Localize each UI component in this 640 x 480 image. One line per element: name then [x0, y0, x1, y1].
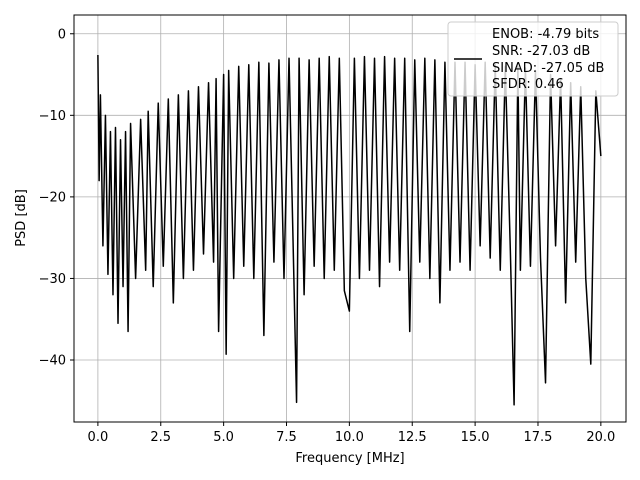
x-tick-label: 7.5 [276, 430, 297, 445]
x-tick-label: 5.0 [213, 430, 234, 445]
y-axis-ticks: 0 −10 −20 −30 −40 [39, 27, 74, 369]
x-tick-label: 20.0 [586, 430, 615, 445]
x-tick-label: 2.5 [150, 430, 171, 445]
x-tick-label: 17.5 [524, 430, 553, 445]
psd-series-line [97, 54, 602, 406]
x-axis-label: Frequency [MHz] [295, 451, 404, 466]
legend-entry-enob: ENOB: -4.79 bits [492, 27, 599, 42]
x-axis-ticks: 0.0 2.5 5.0 7.5 10.0 12.5 15.0 17.5 20.0 [88, 422, 615, 445]
legend-entry-snr: SNR: -27.03 dB [492, 44, 590, 59]
y-tick-label: −40 [39, 354, 66, 369]
legend: ENOB: -4.79 bits SNR: -27.03 dB SINAD: -… [447, 21, 619, 97]
legend-entry-sfdr: SFDR: 0.46 [492, 77, 564, 92]
legend-entry-sinad: SINAD: -27.05 dB [492, 61, 604, 76]
plot-area [97, 54, 602, 406]
axes-frame [73, 14, 627, 423]
x-tick-label: 15.0 [461, 430, 490, 445]
y-axis-label: PSD [dB] [14, 189, 29, 247]
legend-box [447, 21, 619, 97]
y-tick-label: −10 [39, 109, 66, 124]
x-tick-label: 10.0 [335, 430, 364, 445]
x-tick-label: 0.0 [88, 430, 109, 445]
y-tick-label: −20 [39, 190, 66, 205]
y-tick-label: 0 [58, 27, 66, 42]
x-tick-label: 12.5 [398, 430, 427, 445]
y-tick-label: −30 [39, 272, 66, 287]
series-group [97, 54, 602, 406]
